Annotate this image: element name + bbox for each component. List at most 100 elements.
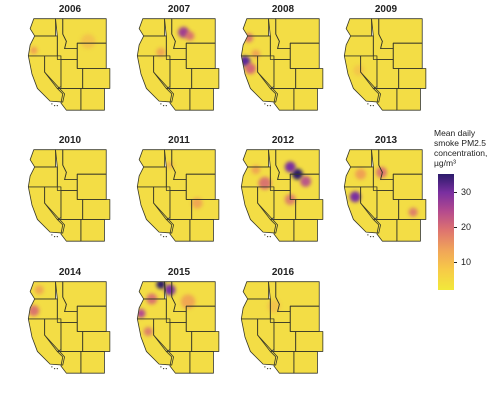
map-panel-2010: 2010: [17, 135, 123, 243]
state-fill-NV: [360, 186, 377, 220]
state-fill-NM: [396, 88, 421, 111]
state-fill-ID: [164, 149, 187, 191]
island-mark: [160, 234, 162, 236]
smoke-hotspot: [28, 305, 40, 317]
western-us-map: [136, 18, 220, 111]
state-fill-NM: [80, 351, 105, 374]
state-fill-CA: [137, 55, 174, 103]
island-mark: [264, 103, 266, 105]
island-mark: [51, 103, 53, 105]
island-mark: [367, 103, 369, 105]
state-border-CO: [191, 331, 220, 352]
state-fill-MT: [171, 149, 216, 180]
island-mark: [266, 105, 269, 107]
state-fill-CA: [28, 186, 65, 234]
state-border-NM: [80, 219, 105, 242]
state-fill-WY: [290, 306, 320, 332]
state-fill-NM: [189, 351, 214, 374]
island-mark: [160, 366, 162, 368]
state-fill-ID: [371, 18, 394, 60]
state-fill-WA: [243, 149, 269, 167]
colorbar: [438, 174, 454, 290]
colorbar-tick-label: 30: [461, 186, 472, 197]
legend-title-line: smoke PM2.5: [434, 138, 486, 148]
state-fill-CO: [398, 68, 426, 89]
state-fill-CA: [28, 318, 65, 366]
state-border-NM: [189, 88, 214, 111]
state-fill-MT: [62, 149, 107, 180]
colorbar-tick: [454, 226, 457, 228]
state-border-NM: [293, 219, 318, 242]
state-fill-CO: [295, 331, 323, 352]
state-fill-UT: [376, 190, 399, 220]
state-border-NM: [293, 351, 318, 374]
island-mark: [53, 236, 56, 238]
state-fill-AZ: [270, 88, 294, 111]
island-mark: [372, 105, 374, 107]
panel-year-label: 2007: [167, 4, 191, 15]
state-border-NV: [44, 55, 62, 89]
color-legend: Mean daily smoke PM2.5 concentration, µg…: [434, 128, 500, 298]
legend-title-line: concentration,: [434, 148, 488, 158]
smoke-hotspot: [185, 31, 195, 41]
western-us-map: [240, 18, 324, 111]
map-panel-2013: 2013: [333, 135, 439, 243]
state-border-NM: [396, 219, 421, 242]
map-panel-2016: 2016: [230, 267, 336, 375]
smoke-hotspot: [251, 165, 261, 175]
map-panel-2006: 2006: [17, 4, 123, 112]
island-mark: [53, 368, 56, 370]
state-fill-NM: [189, 219, 214, 242]
state-fill-AZ: [373, 219, 397, 242]
state-fill-WY: [77, 174, 107, 200]
state-fill-NM: [293, 88, 318, 111]
state-fill-WY: [186, 174, 216, 200]
state-fill-AZ: [166, 88, 190, 111]
state-fill-WA: [346, 18, 372, 36]
state-fill-CO: [295, 68, 323, 89]
state-border-NV: [257, 186, 275, 220]
state-border-CO: [82, 199, 111, 220]
island-mark: [266, 368, 269, 370]
state-fill-CO: [295, 199, 323, 220]
island-mark: [165, 105, 167, 107]
western-us-map: [27, 18, 111, 111]
island-mark: [266, 236, 269, 238]
state-fill-CO: [191, 68, 219, 89]
island-mark: [269, 105, 271, 107]
state-fill-NV: [257, 186, 274, 220]
smoke-hotspot: [300, 175, 312, 187]
state-fill-ID: [55, 18, 78, 60]
state-fill-NV: [44, 55, 61, 89]
state-fill-UT: [376, 59, 399, 89]
state-fill-CA: [28, 55, 65, 103]
island-mark: [51, 234, 53, 236]
state-fill-AZ: [57, 219, 81, 242]
colorbar-tick-label: 20: [461, 221, 472, 232]
state-border-NM: [189, 219, 214, 242]
state-fill-AZ: [166, 219, 190, 242]
island-mark: [367, 234, 369, 236]
state-fill-WY: [186, 306, 216, 332]
state-fill-NV: [44, 186, 61, 220]
state-border-NM: [396, 88, 421, 111]
state-border-CO: [295, 68, 324, 89]
state-border-NM: [189, 351, 214, 374]
state-fill-NV: [153, 186, 170, 220]
smoke-hotspot: [408, 207, 418, 217]
state-border-CO: [398, 199, 427, 220]
state-fill-MT: [62, 281, 107, 312]
state-fill-AZ: [57, 88, 81, 111]
state-fill-NM: [80, 88, 105, 111]
state-fill-CA: [137, 186, 174, 234]
state-fill-MT: [275, 149, 320, 180]
state-fill-MT: [275, 18, 320, 49]
state-fill-WY: [393, 43, 423, 69]
state-fill-NV: [153, 318, 170, 352]
colorbar-tick-label: 10: [461, 256, 472, 267]
legend-title-line: µg/m³: [434, 158, 456, 168]
smoke-hotspot: [349, 191, 361, 203]
state-border-NV: [360, 186, 378, 220]
state-fill-MT: [378, 149, 423, 180]
smoke-hotspot: [258, 176, 272, 190]
